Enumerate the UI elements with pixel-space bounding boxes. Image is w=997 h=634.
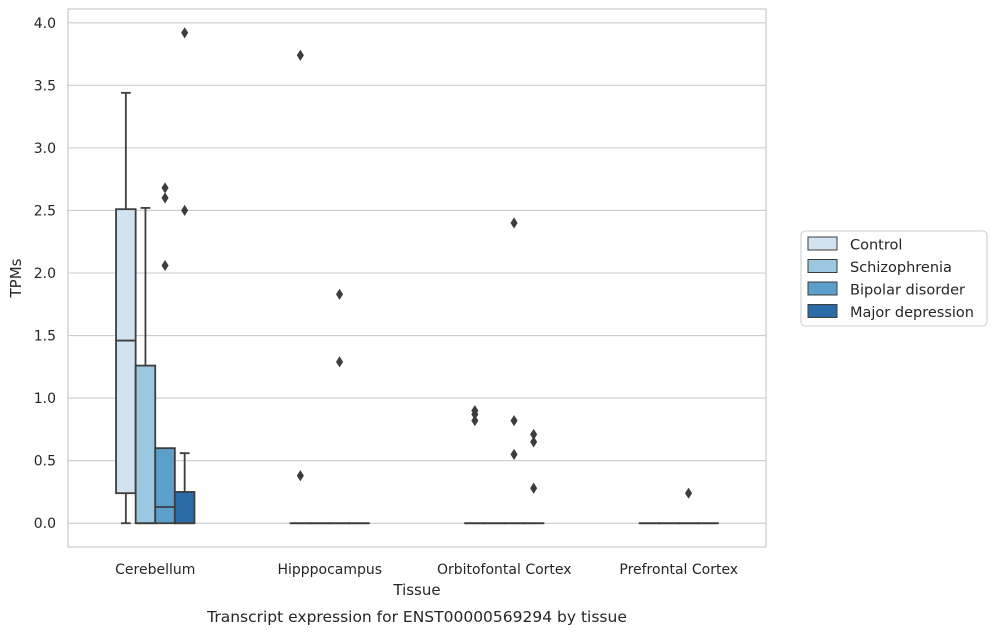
legend: Control Schizophrenia Bipolar disorder Majo…	[800, 230, 988, 327]
box	[173, 491, 196, 525]
box-group	[289, 49, 312, 525]
outlier-point	[181, 27, 189, 39]
x-tick-label: Prefrontal Cortex	[619, 562, 738, 578]
box	[154, 447, 176, 525]
box-group	[503, 217, 525, 525]
box-group	[154, 182, 176, 525]
chart-caption: Transcript expression for ENST0000056929…	[206, 608, 627, 626]
plot-marks	[115, 27, 719, 525]
y-tick-label: 1.5	[34, 329, 56, 345]
outlier-point	[471, 415, 479, 427]
y-tick-label: 2.5	[34, 203, 56, 219]
outlier-point	[510, 217, 518, 229]
plot-frame	[67, 8, 767, 548]
outlier-point	[530, 482, 538, 494]
outlier-point	[471, 405, 479, 417]
y-tick-label: 4.0	[34, 16, 56, 32]
box-group	[134, 207, 157, 525]
y-tick-label: 0.5	[34, 454, 56, 470]
outlier-point	[335, 288, 344, 300]
box-group	[464, 405, 486, 525]
box-group	[173, 27, 196, 525]
outlier-point	[296, 49, 304, 61]
legend-label: Schizophrenia	[850, 260, 952, 276]
y-tick-label: 1.0	[34, 391, 56, 407]
x-tick-label: Orbitofontal Cortex	[437, 562, 572, 578]
outlier-point	[181, 204, 189, 216]
legend-swatch	[807, 236, 838, 251]
outlier-point	[530, 436, 538, 448]
box-group	[328, 288, 351, 525]
box-group	[115, 91, 137, 525]
outlier-point	[335, 356, 344, 368]
x-axis-title: Tissue	[392, 581, 440, 599]
x-tick-label: Cerebellum	[115, 562, 195, 578]
y-tick-label: 2.0	[34, 266, 56, 282]
outlier-point	[161, 259, 169, 272]
y-tick-label: 0.0	[34, 516, 56, 532]
legend-label: Bipolar disorder	[850, 283, 965, 299]
legend-frame	[800, 230, 988, 327]
y-axis-title: TPMs	[7, 258, 25, 298]
outlier-point	[296, 470, 304, 482]
box	[115, 208, 137, 495]
outlier-point	[510, 448, 518, 460]
y-tick-label: 3.0	[34, 141, 56, 157]
legend-swatch	[807, 281, 838, 296]
legend-swatch	[807, 259, 838, 273]
outlier-point	[684, 487, 693, 499]
legend-label: Major depression	[850, 305, 974, 321]
outlier-point	[161, 182, 169, 194]
x-tick-labels: Cerebellum Hipppocampus Orbitofontal Corte…	[115, 562, 738, 578]
outlier-point	[530, 428, 538, 440]
y-tick-labels: 0.0 0.5 1.0 1.5 2.0 2.5 3.0 3.5 4.0	[34, 16, 56, 532]
box	[134, 364, 157, 525]
outlier-point	[510, 415, 518, 427]
x-tick-label: Hipppocampus	[277, 562, 382, 578]
legend-label: Control	[850, 238, 902, 254]
outlier-point	[161, 192, 169, 204]
y-tick-label: 3.5	[34, 78, 56, 94]
box-group	[522, 428, 545, 525]
box-group	[677, 487, 700, 525]
legend-swatch	[807, 304, 838, 318]
